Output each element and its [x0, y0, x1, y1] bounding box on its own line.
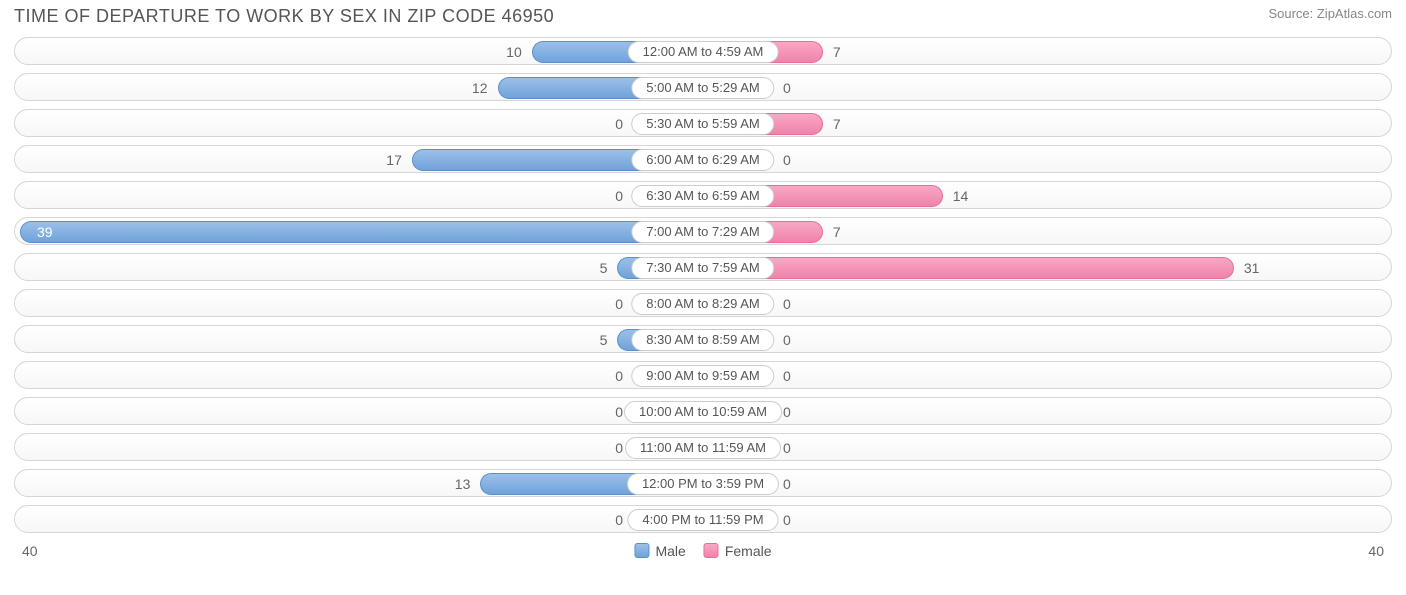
male-value: 10: [506, 38, 530, 65]
chart-row: 17 06:00 AM to 6:29 AM: [14, 145, 1392, 173]
male-value: 17: [386, 146, 410, 173]
row-label: 8:00 AM to 8:29 AM: [631, 293, 774, 315]
female-value: 7: [825, 218, 841, 245]
chart-row: 0 09:00 AM to 9:59 AM: [14, 361, 1392, 389]
axis-max-left: 40: [22, 543, 38, 559]
legend-female: Female: [704, 543, 772, 559]
female-value: 31: [1236, 254, 1260, 281]
male-bar: [20, 221, 703, 243]
female-value: 0: [775, 146, 791, 173]
legend-female-label: Female: [725, 543, 772, 559]
chart-row: 0010:00 AM to 10:59 AM: [14, 397, 1392, 425]
female-value: 7: [825, 38, 841, 65]
chart-row: 0 08:00 AM to 8:29 AM: [14, 289, 1392, 317]
male-value: 5: [600, 326, 616, 353]
legend: Male Female: [634, 543, 771, 559]
chart-footer: 40 Male Female 40: [0, 541, 1406, 571]
legend-male-label: Male: [655, 543, 685, 559]
row-label: 9:00 AM to 9:59 AM: [631, 365, 774, 387]
chart-row: 5 08:30 AM to 8:59 AM: [14, 325, 1392, 353]
chart-title: TIME OF DEPARTURE TO WORK BY SEX IN ZIP …: [14, 6, 554, 27]
male-value: 13: [455, 470, 479, 497]
row-label: 7:30 AM to 7:59 AM: [631, 257, 774, 279]
chart-row: 13012:00 PM to 3:59 PM: [14, 469, 1392, 497]
chart-row: 0 14 6:30 AM to 6:59 AM: [14, 181, 1392, 209]
row-label: 12:00 PM to 3:59 PM: [627, 473, 779, 495]
row-label: 8:30 AM to 8:59 AM: [631, 329, 774, 351]
female-value: 0: [775, 326, 791, 353]
male-value: 39: [27, 218, 53, 245]
row-label: 10:00 AM to 10:59 AM: [624, 401, 782, 423]
female-value: 0: [775, 290, 791, 317]
male-value: 12: [472, 74, 496, 101]
chart-row: 0 7 5:30 AM to 5:59 AM: [14, 109, 1392, 137]
male-value: 5: [600, 254, 616, 281]
chart-row: 39 7 7:00 AM to 7:29 AM: [14, 217, 1392, 245]
row-label: 11:00 AM to 11:59 AM: [625, 437, 781, 459]
row-label: 5:00 AM to 5:29 AM: [631, 77, 774, 99]
row-label: 5:30 AM to 5:59 AM: [631, 113, 774, 135]
chart-row: 12 05:00 AM to 5:29 AM: [14, 73, 1392, 101]
female-value: 0: [775, 362, 791, 389]
row-label: 6:00 AM to 6:29 AM: [631, 149, 774, 171]
male-value: 0: [615, 290, 631, 317]
row-label: 6:30 AM to 6:59 AM: [631, 185, 774, 207]
male-value: 0: [615, 362, 631, 389]
chart-row: 004:00 PM to 11:59 PM: [14, 505, 1392, 533]
chart-source: Source: ZipAtlas.com: [1268, 6, 1392, 21]
chart-row: 10 7 12:00 AM to 4:59 AM: [14, 37, 1392, 65]
male-swatch-icon: [634, 543, 649, 558]
chart-header: TIME OF DEPARTURE TO WORK BY SEX IN ZIP …: [0, 0, 1406, 37]
female-swatch-icon: [704, 543, 719, 558]
male-value: 0: [615, 182, 631, 209]
row-label: 4:00 PM to 11:59 PM: [627, 509, 778, 531]
axis-max-right: 40: [1368, 543, 1384, 559]
row-label: 12:00 AM to 4:59 AM: [628, 41, 779, 63]
chart-row: 5 31 7:30 AM to 7:59 AM: [14, 253, 1392, 281]
female-value: 14: [945, 182, 969, 209]
diverging-bar-chart: 10712:00 AM to 4:59 AM1205:00 AM to 5:29…: [0, 37, 1406, 533]
female-value: 0: [775, 74, 791, 101]
male-value: 0: [615, 110, 631, 137]
chart-row: 0011:00 AM to 11:59 AM: [14, 433, 1392, 461]
row-label: 7:00 AM to 7:29 AM: [631, 221, 774, 243]
female-value: 7: [825, 110, 841, 137]
female-bar: [703, 257, 1234, 279]
legend-male: Male: [634, 543, 685, 559]
